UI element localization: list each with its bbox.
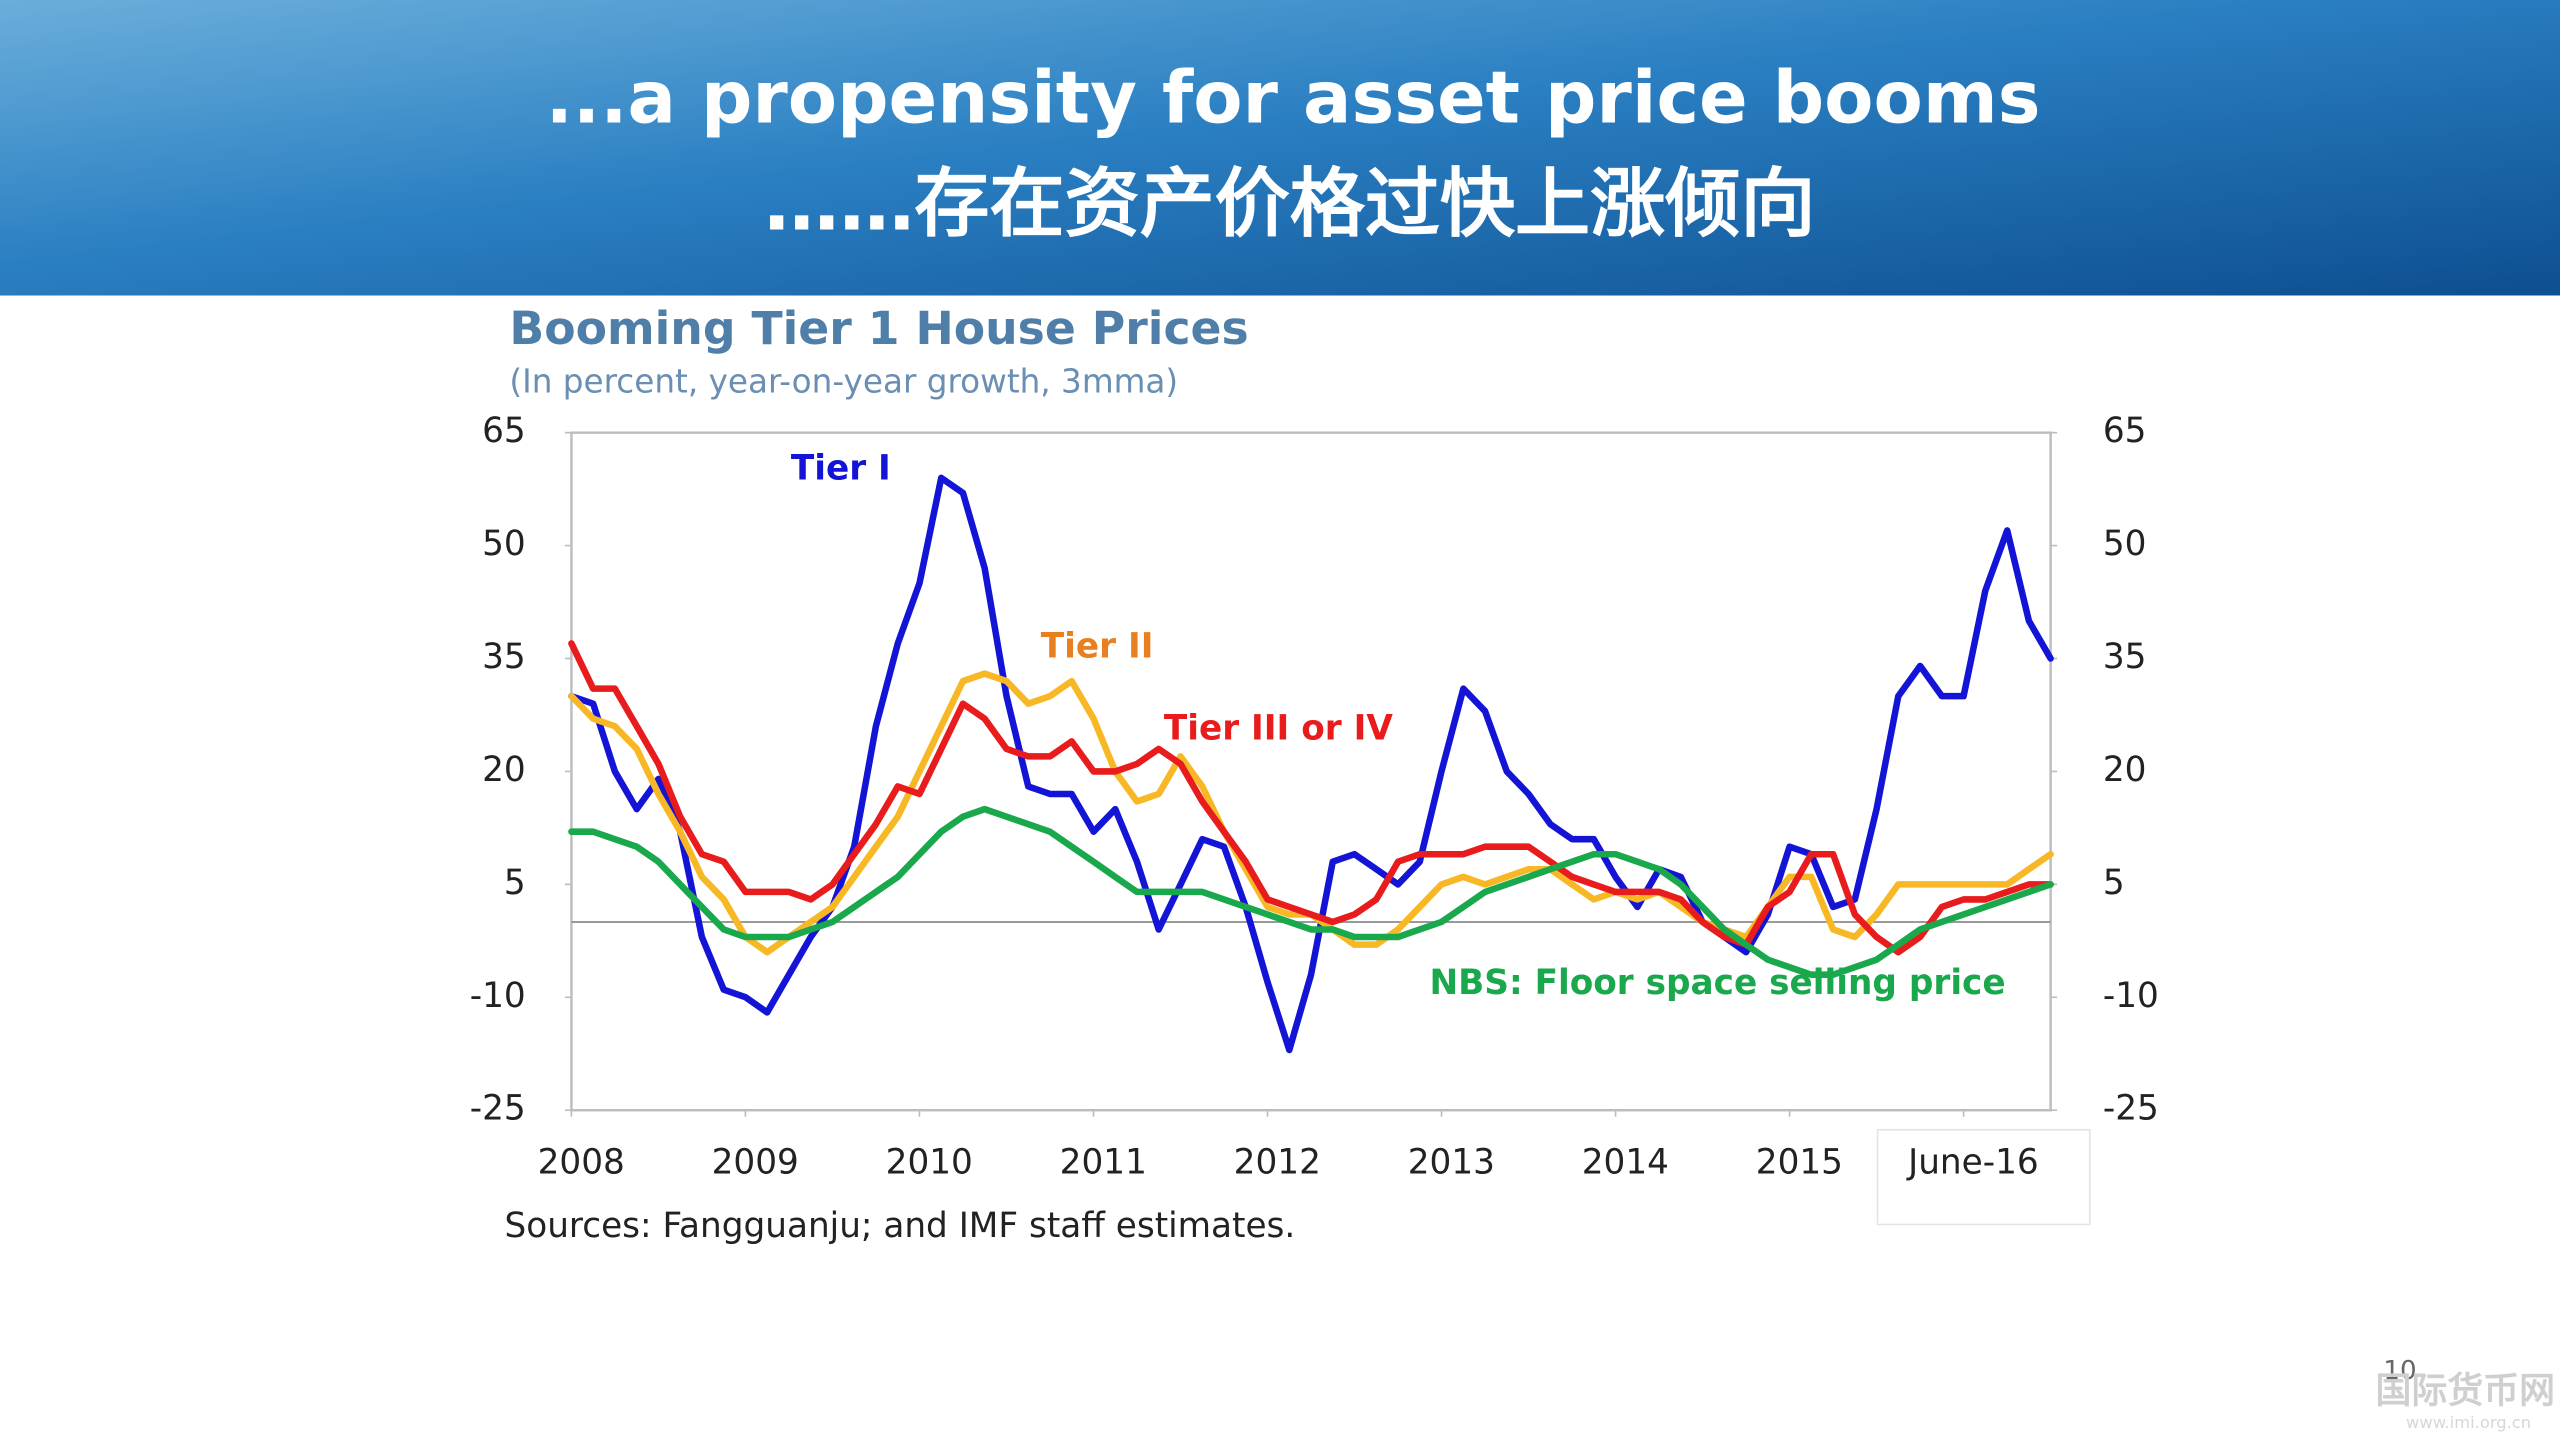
x-tick-label: 2010	[886, 1143, 973, 1183]
label-box	[1876, 1128, 2091, 1226]
y2-tick-label: -10	[2103, 976, 2159, 1016]
y2-tick-label: 20	[2103, 750, 2147, 790]
y-tick-label: -25	[470, 1089, 526, 1129]
page-number: 10	[2383, 1356, 2416, 1386]
annotation: Tier I	[791, 449, 891, 489]
y2-tick-label: 5	[2103, 863, 2125, 903]
y-tick-label: 5	[504, 863, 526, 903]
source-note: Sources: Fangguanju; and IMF staff estim…	[504, 1206, 1295, 1246]
header-band	[0, 0, 2560, 296]
series-line	[568, 640, 2054, 956]
plot: -25 -10 5 20 35 50 65 -25 -10 5 20 35 50 65 2008 2009 20…	[470, 411, 2159, 1182]
y2-tick-label: -25	[2103, 1089, 2159, 1129]
y-tick-label: -10	[470, 976, 526, 1016]
plot-frame	[570, 431, 2052, 1112]
watermark: 国际货币网	[2376, 1371, 2556, 1412]
chart-subtitle: (In percent, year-on-year growth, 3mma)	[509, 363, 1178, 401]
annotation: Tier II	[1041, 627, 1154, 667]
annotation: Tier III or IV	[1164, 708, 1393, 748]
slide-title: ...a propensity for asset price booms	[546, 55, 2041, 139]
x-tick-label: 2012	[1234, 1143, 1321, 1183]
slide-subtitle: ……存在资产价格过快上涨倾向	[764, 159, 1815, 247]
y-tick-label: 50	[482, 524, 526, 564]
annotation: NBS: Floor space selling price	[1429, 963, 2005, 1003]
y-tick-label: 65	[482, 411, 526, 451]
x-tick-label: 2009	[712, 1143, 799, 1183]
x-tick-label: 2008	[538, 1143, 625, 1183]
x-tick-label: 2011	[1060, 1143, 1147, 1183]
series-line	[568, 805, 2054, 978]
y-tick-label: 20	[482, 750, 526, 790]
x-tick-label: 2015	[1756, 1143, 1843, 1183]
chart-title: Booming Tier 1 House Prices	[509, 302, 1248, 355]
x-tick-label: 2014	[1582, 1143, 1669, 1183]
y2-tick-label: 35	[2103, 637, 2147, 677]
y2-tick-label: 65	[2103, 411, 2147, 451]
watermark-url: www.imi.org.cn	[2406, 1413, 2531, 1432]
x-tick-label: June-16	[1906, 1143, 2039, 1183]
y-tick-label: 35	[482, 637, 526, 677]
y2-tick-label: 50	[2103, 524, 2147, 564]
x-tick-label: 2013	[1408, 1143, 1495, 1183]
